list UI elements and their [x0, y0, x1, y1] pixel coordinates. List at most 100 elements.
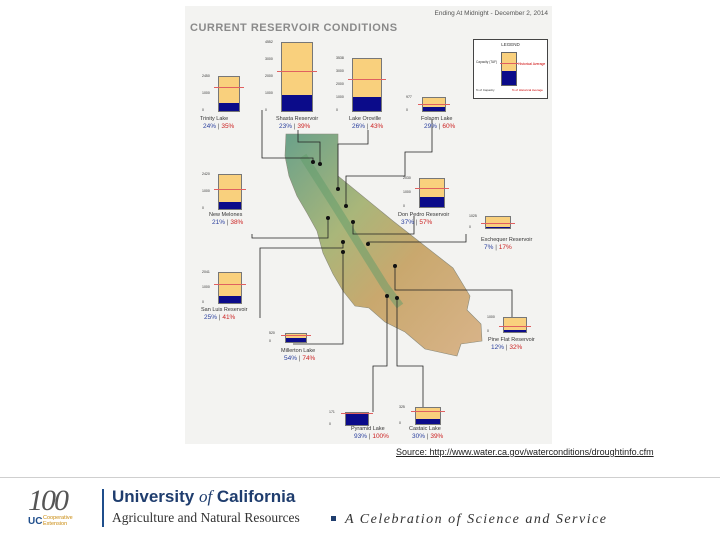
- pct-of-historical-average: 39%: [297, 123, 311, 130]
- reservoir-poster: CURRENT RESERVOIR CONDITIONS Ending At M…: [185, 6, 552, 444]
- storage-fill: [423, 107, 445, 111]
- storage-fill: [416, 419, 440, 424]
- pct-of-historical-average: 32%: [509, 344, 523, 351]
- reservoir-name: Castaic Lake: [409, 426, 441, 432]
- reservoir-name: Shasta Reservoir: [276, 116, 319, 122]
- reservoir-name: Exchequer Reservoir: [481, 237, 533, 243]
- capacity-bar: [485, 216, 511, 229]
- reservoir-percentages: 25% | 41%: [204, 314, 235, 321]
- axis-tick-label: 0: [469, 225, 471, 229]
- report-date: Ending At Midnight - December 2, 2014: [434, 10, 548, 17]
- storage-fill: [486, 227, 510, 228]
- historical-average-line: [411, 410, 445, 412]
- legend: LEGEND Capacity (TAF) Historical Average…: [473, 39, 548, 99]
- pct-of-capacity: 25%: [204, 314, 218, 321]
- university-name-of: of: [198, 487, 213, 506]
- storage-fill: [504, 330, 526, 332]
- separator: |: [437, 123, 443, 130]
- separator: |: [365, 123, 371, 130]
- reservoir-name: Pine Flat Reservoir: [488, 337, 535, 343]
- storage-fill: [219, 201, 241, 209]
- division-name: Agriculture and Natural Resources: [112, 510, 300, 525]
- reservoir-name: Pyramid Lake: [351, 426, 385, 432]
- historical-average-line: [499, 325, 531, 327]
- pct-of-capacity: 24%: [203, 123, 217, 130]
- axis-tick-label: 1000: [265, 91, 273, 95]
- legend-pct-average-label: % of Historical Average: [512, 88, 543, 92]
- axis-tick-label: 2450: [202, 74, 210, 78]
- axis-tick-label: 0: [329, 422, 331, 426]
- pct-of-historical-average: 39%: [430, 433, 444, 440]
- pct-of-capacity: 93%: [354, 433, 368, 440]
- legend-average-line: [500, 63, 518, 64]
- storage-fill: [282, 95, 312, 111]
- axis-tick-label: 2030: [403, 176, 411, 180]
- pct-of-historical-average: 43%: [370, 123, 384, 130]
- separator: |: [217, 314, 223, 321]
- poster-title: CURRENT RESERVOIR CONDITIONS: [190, 22, 398, 34]
- axis-tick-label: 2420: [202, 172, 210, 176]
- reservoir-name: San Luis Reservoir: [201, 307, 248, 313]
- axis-tick-label: 0: [406, 108, 408, 112]
- reservoir-percentages: 29% | 60%: [424, 123, 455, 130]
- historical-average-line: [277, 70, 317, 72]
- storage-fill: [346, 413, 368, 425]
- reservoir-percentages: 23% | 39%: [279, 123, 310, 130]
- axis-tick-label: 1000: [202, 189, 210, 193]
- reservoir-percentages: 93% | 100%: [354, 433, 389, 440]
- pct-of-historical-average: 74%: [302, 355, 316, 362]
- university-name: University of California: [112, 487, 295, 507]
- reservoir-percentages: 26% | 43%: [352, 123, 383, 130]
- pct-of-capacity: 54%: [284, 355, 298, 362]
- pct-of-historical-average: 57%: [419, 219, 433, 226]
- legend-current-label: % of Capacity: [476, 88, 495, 92]
- reservoir-name: Millerton Lake: [281, 348, 316, 354]
- pct-of-historical-average: 41%: [222, 314, 236, 321]
- capacity-bar: [419, 178, 445, 208]
- reservoir-name: Lake Oroville: [349, 116, 382, 122]
- axis-tick-label: 1000: [336, 95, 344, 99]
- ucce-label-line2: Extension: [43, 521, 68, 527]
- separator: |: [216, 123, 222, 130]
- capacity-bar: [218, 272, 242, 304]
- reservoir-name: Don Pedro Reservoir: [398, 212, 450, 218]
- pct-of-capacity: 12%: [491, 344, 505, 351]
- reservoir-percentages: 37% | 57%: [401, 219, 432, 226]
- historical-average-line: [214, 284, 246, 285]
- tagline: A Celebration of Science and Service: [345, 512, 608, 527]
- axis-tick-label: 0: [399, 421, 401, 425]
- pct-of-historical-average: 17%: [498, 244, 512, 251]
- separator: |: [297, 355, 303, 362]
- axis-tick-label: 3000: [265, 57, 273, 61]
- historical-average-line: [481, 222, 515, 224]
- storage-fill: [219, 295, 241, 303]
- reservoir-percentages: 12% | 32%: [491, 344, 522, 351]
- reservoir-name: New Melones: [209, 212, 243, 218]
- reservoir-name: Trinity Lake: [200, 116, 229, 122]
- pct-of-capacity: 29%: [424, 123, 438, 130]
- university-name-post: California: [212, 487, 296, 506]
- ucce-label-line1: Cooperative: [43, 515, 73, 521]
- pct-of-capacity: 37%: [401, 219, 415, 226]
- historical-average-line: [418, 103, 450, 105]
- pct-of-historical-average: 100%: [372, 433, 389, 440]
- separator: |: [504, 344, 510, 351]
- reservoir-percentages: 30% | 39%: [412, 433, 443, 440]
- source-link[interactable]: Source: http://www.water.ca.gov/watercon…: [396, 447, 654, 457]
- axis-tick-label: 520: [269, 331, 275, 335]
- axis-tick-label: 0: [265, 108, 267, 112]
- legend-title: LEGEND: [501, 42, 520, 47]
- capacity-bar: [285, 333, 307, 343]
- centennial-mark: 100: [28, 484, 69, 517]
- capacity-bar: [218, 76, 240, 112]
- capacity-bar: [352, 58, 382, 112]
- storage-fill: [286, 337, 306, 342]
- axis-tick-label: 0: [269, 339, 271, 343]
- capacity-bar: [503, 317, 527, 333]
- axis-tick-label: 1000: [403, 190, 411, 194]
- california-relief-map: [251, 110, 513, 414]
- axis-tick-label: 0: [202, 206, 204, 210]
- axis-tick-label: 325: [399, 405, 405, 409]
- axis-tick-label: 977: [406, 95, 412, 99]
- axis-tick-label: 2041: [202, 270, 210, 274]
